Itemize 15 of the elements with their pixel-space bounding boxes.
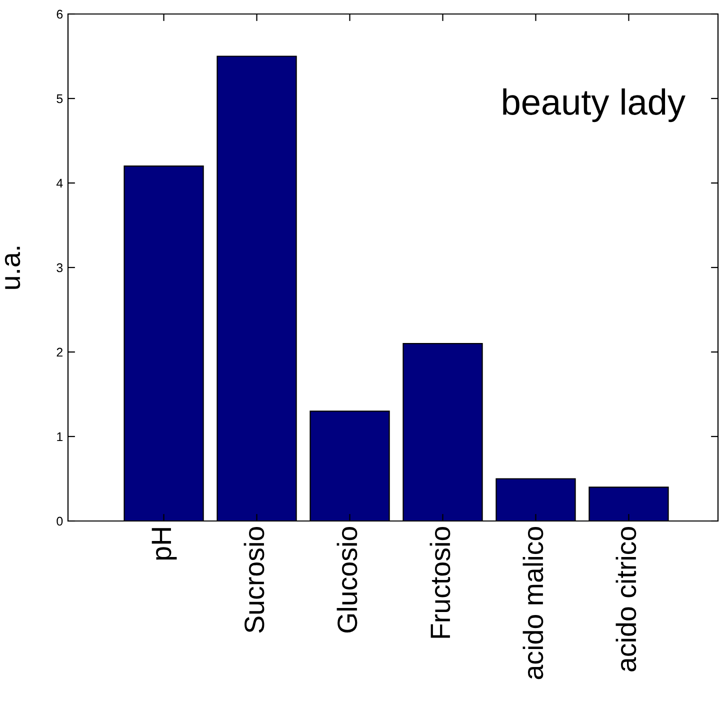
y-tick-label: 6	[56, 10, 63, 19]
annotation: beauty lady	[503, 88, 686, 122]
y-tick-label: 0	[56, 516, 63, 526]
y-tick-label: 1	[57, 432, 63, 442]
x-tick-label: Glucosio	[336, 527, 358, 633]
y-tick-label: 4	[56, 178, 63, 188]
x-tick-label: acido malico	[522, 527, 544, 680]
x-tick-label: acido citrico	[616, 527, 636, 672]
x-tick-label: Sucrosio	[244, 527, 264, 633]
x-tick-label: Fructosio	[430, 527, 450, 638]
y-tick-label: 2	[56, 348, 63, 357]
y-axis-title: u.a.	[4, 246, 20, 289]
y-tick-label: 3	[56, 263, 63, 272]
y-tick-label: 5	[56, 94, 63, 104]
x-tick-label: pH	[152, 528, 177, 560]
